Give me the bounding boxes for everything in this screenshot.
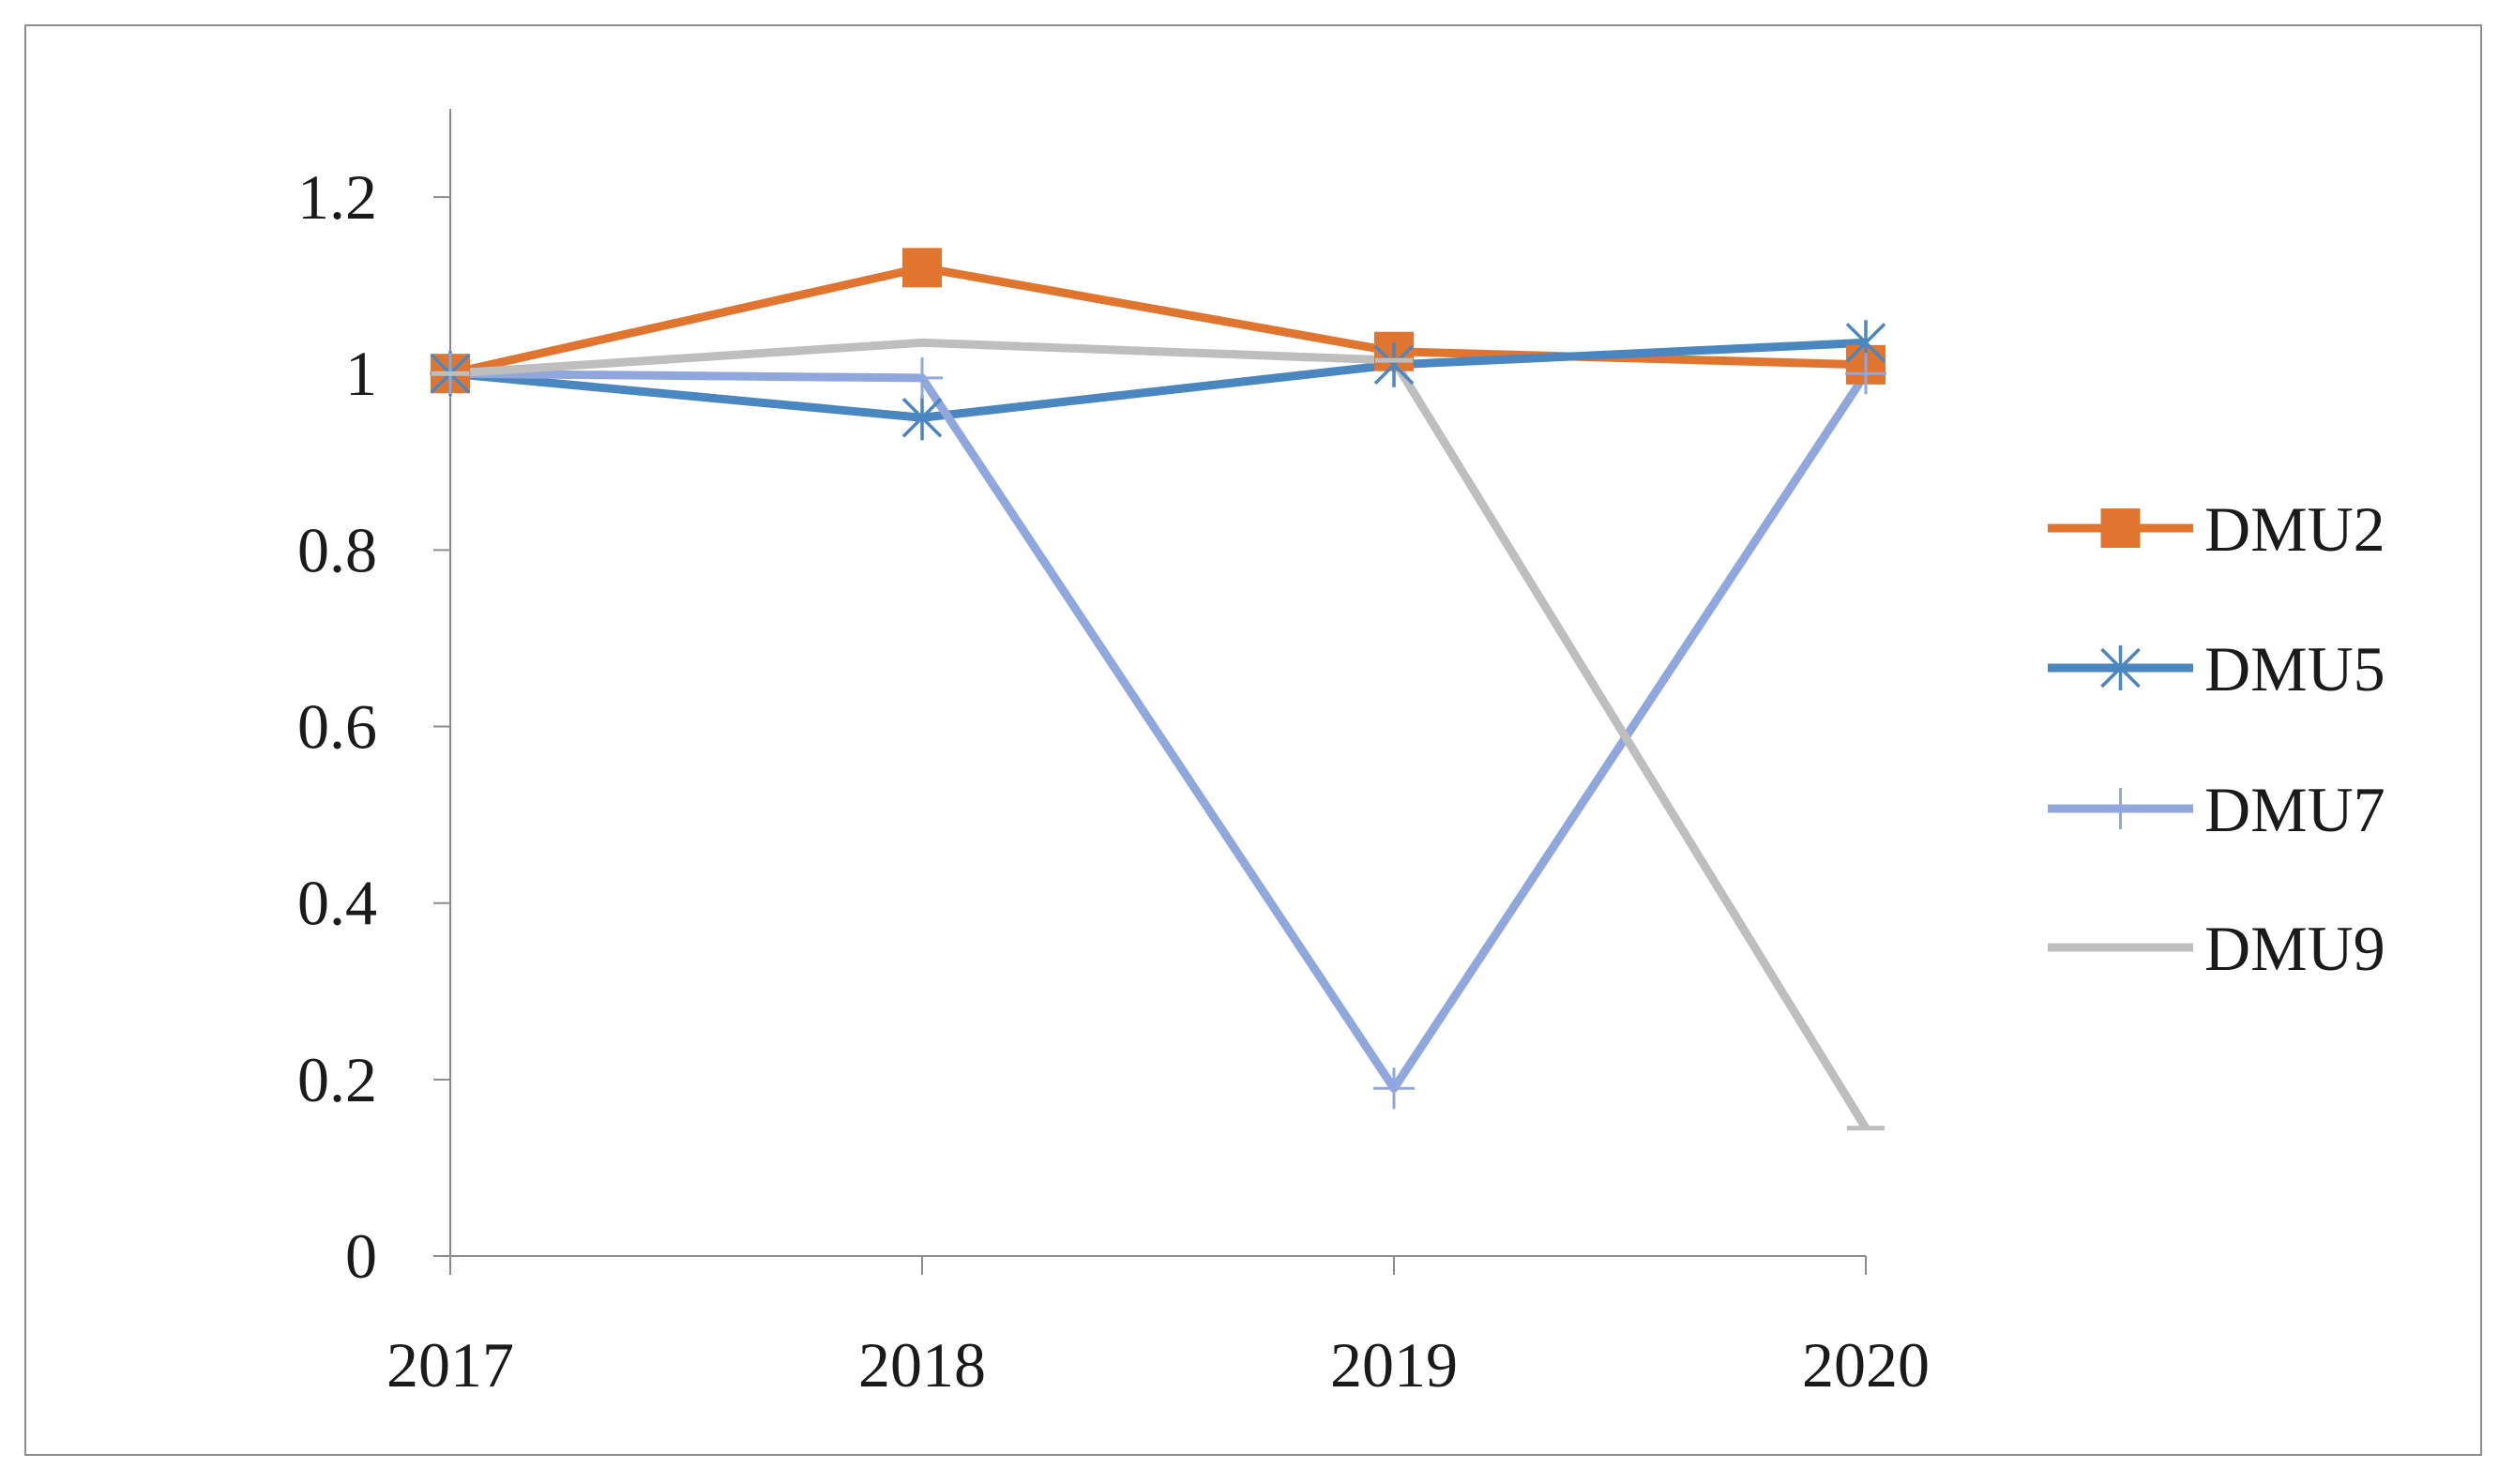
y-tick-label: 0 [345,1220,377,1292]
chart-frame [24,24,2482,1456]
data-point-dmu7 [1373,1068,1415,1110]
legend-item-dmu7: DMU7 [2048,774,2385,845]
legend-label-dmu5: DMU5 [2204,633,2385,704]
series-markers [430,248,1886,1131]
legend: DMU2 DMU5 DMU7 DMU9 [2048,493,2385,984]
legend-item-dmu5: DMU5 [2048,633,2385,704]
x-tick-label: 2020 [1802,1329,1930,1401]
data-point-dmu2 [902,248,942,288]
legend-label-dmu9: DMU9 [2204,913,2385,984]
series-lines [449,263,1870,1130]
y-tick-label: 0.8 [297,514,377,585]
y-tick-label: 1 [345,338,377,409]
axes: 0 0.2 0.4 0.6 0.8 1 1.2 2017 2018 2019 2020 [297,109,1930,1401]
legend-label-dmu2: DMU2 [2204,493,2385,565]
data-point-dmu5 [1373,341,1415,387]
data-point-dmu5 [901,395,943,441]
series-line-dmu9 [449,338,1870,1130]
data-point-dmu7 [901,356,943,399]
series-line-dmu5 [449,338,1867,422]
legend-marker-dmu2 [2100,508,2141,548]
legend-marker-dmu7 [2099,788,2142,829]
x-tick-label: 2019 [1330,1329,1458,1401]
y-tick-label: 1.2 [297,161,377,233]
data-point-dmu7 [1845,353,1886,395]
y-tick-label: 0.4 [297,868,377,939]
x-tick-label: 2017 [386,1329,514,1401]
y-tick-label: 0.2 [297,1044,377,1115]
x-tick-label: 2018 [858,1329,986,1401]
series-line-dmu7 [449,369,1870,1093]
legend-item-dmu2: DMU2 [2048,493,2385,565]
series-line-dmu2 [449,263,1867,378]
legend-marker-dmu5 [2100,645,2141,690]
y-tick-label: 0.6 [297,691,377,763]
legend-item-dmu9: DMU9 [2048,913,2385,984]
legend-label-dmu7: DMU7 [2204,774,2385,845]
